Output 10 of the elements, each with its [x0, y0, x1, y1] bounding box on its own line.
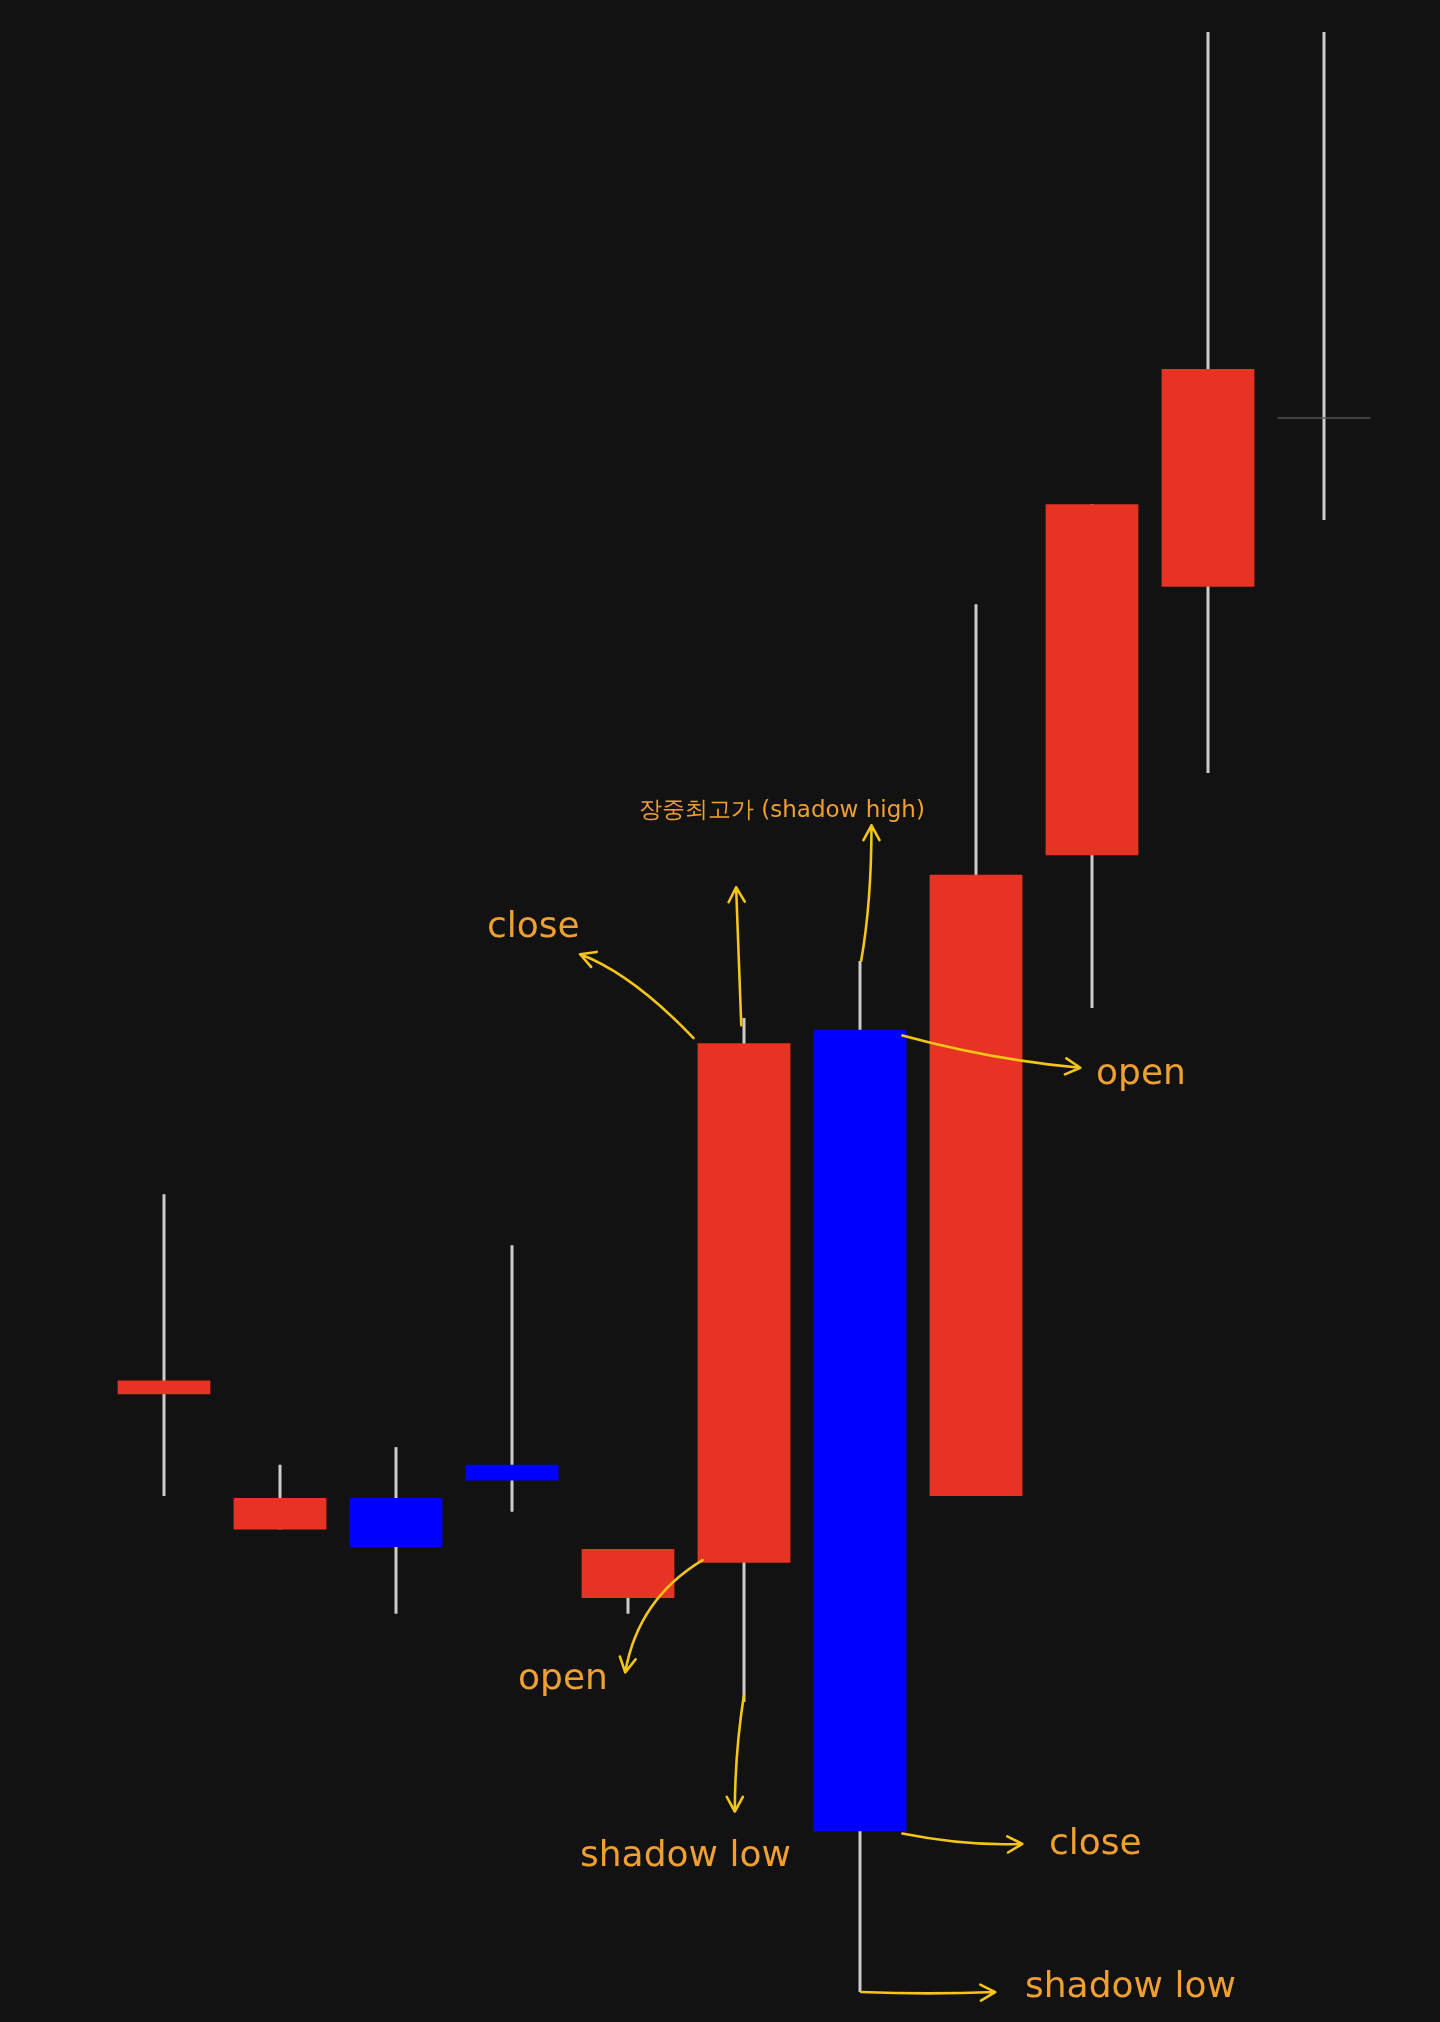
annotation: close — [1049, 1821, 1142, 1863]
annotation: open — [518, 1656, 608, 1698]
annotation: shadow low — [580, 1833, 791, 1875]
candlestick — [465, 1245, 559, 1512]
annotation: shadow low — [1025, 1964, 1236, 2006]
candlestick — [1277, 32, 1371, 521]
annotation: close — [487, 904, 580, 946]
annotation: open — [1096, 1051, 1186, 1093]
annotation: 장중최고가 (shadow high) — [639, 796, 925, 823]
candlestick — [117, 1194, 211, 1497]
